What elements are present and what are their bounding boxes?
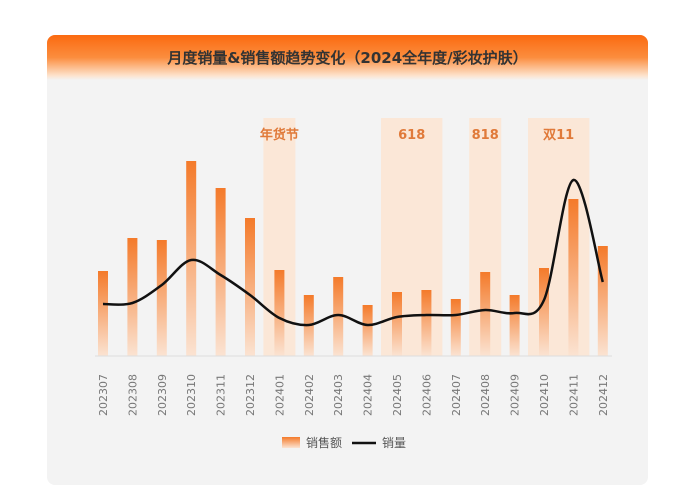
bar-202405 [392, 292, 402, 356]
x-tick-label: 202309 [156, 374, 169, 416]
bar-202404 [362, 305, 373, 356]
bar-202408 [480, 272, 491, 356]
bar-202406 [421, 290, 432, 356]
annotation-label: 年货节 [260, 127, 299, 143]
bar-202407 [450, 299, 461, 356]
bar-202311 [215, 188, 226, 356]
x-tick-label: 202404 [362, 374, 375, 416]
bar-202308 [127, 238, 138, 356]
x-tick-label: 202311 [215, 374, 228, 416]
x-tick-label: 202406 [420, 374, 433, 416]
bar-202410 [539, 268, 549, 356]
annotation-label: 818 [472, 128, 499, 143]
x-tick-label: 202403 [332, 374, 345, 416]
x-tick-label: 202408 [479, 374, 492, 416]
x-tick-label: 202405 [391, 374, 404, 416]
bar-202401 [274, 270, 285, 356]
x-tick-label: 202409 [509, 374, 522, 416]
legend-label: 销售额 [306, 435, 342, 450]
x-tick-label: 202402 [303, 374, 316, 416]
bar-202307 [98, 271, 108, 356]
x-tick-label: 202412 [597, 374, 610, 416]
bar-202312 [245, 218, 255, 356]
x-tick-label: 202411 [567, 374, 580, 416]
line-series-sales-volume [102, 178, 605, 327]
chart: 年货节 618 818 双11 202307 202308 202309 202310 2023… [95, 118, 612, 450]
legend-label: 销量 [382, 436, 406, 450]
bar-202412 [597, 246, 608, 356]
bar-202310 [186, 161, 197, 356]
highlight-band [381, 118, 443, 356]
legend-bar-swatch [282, 437, 300, 448]
bar-202309 [156, 240, 167, 356]
x-tick-label: 202310 [185, 374, 198, 416]
bar-202411 [568, 199, 579, 356]
x-tick-label: 202312 [244, 374, 257, 416]
bar-202403 [333, 277, 344, 356]
x-tick-label: 202407 [450, 374, 463, 416]
x-tick-label: 202308 [126, 374, 139, 416]
x-tick-label: 202410 [538, 374, 551, 416]
x-tick-label: 202401 [273, 374, 286, 416]
bar-202409 [509, 295, 520, 356]
chart-title: 月度销量&销售额趋势变化（2024全年度/彩妆护肤） [47, 35, 648, 80]
annotation-label: 618 [398, 128, 425, 143]
annotation-label: 双11 [543, 128, 574, 143]
x-tick-label: 202307 [97, 374, 110, 416]
